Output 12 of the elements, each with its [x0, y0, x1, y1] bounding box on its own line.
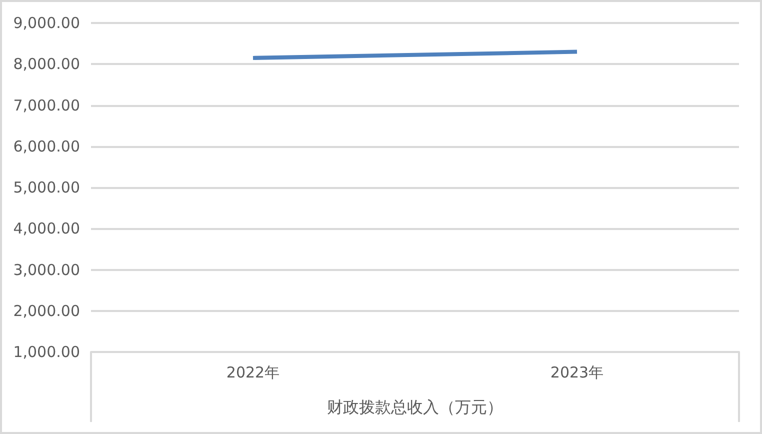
x-axis-title: 财政拨款总收入（万元）: [327, 398, 503, 416]
y-tick-label: 4,000.00: [13, 220, 80, 238]
y-tick-label: 1,000.00: [13, 343, 80, 361]
x-tick-label: 2023年: [550, 364, 604, 382]
y-tick-label: 7,000.00: [13, 96, 80, 114]
y-tick-label: 8,000.00: [13, 55, 80, 74]
x-tick-label: 2022年: [226, 364, 280, 382]
y-tick-label: 5,000.00: [13, 178, 80, 196]
y-tick-label: 2,000.00: [13, 302, 80, 320]
y-tick-label: 6,000.00: [13, 137, 80, 156]
y-tick-label: 3,000.00: [13, 260, 80, 279]
y-tick-label: 9,000.00: [13, 14, 80, 32]
